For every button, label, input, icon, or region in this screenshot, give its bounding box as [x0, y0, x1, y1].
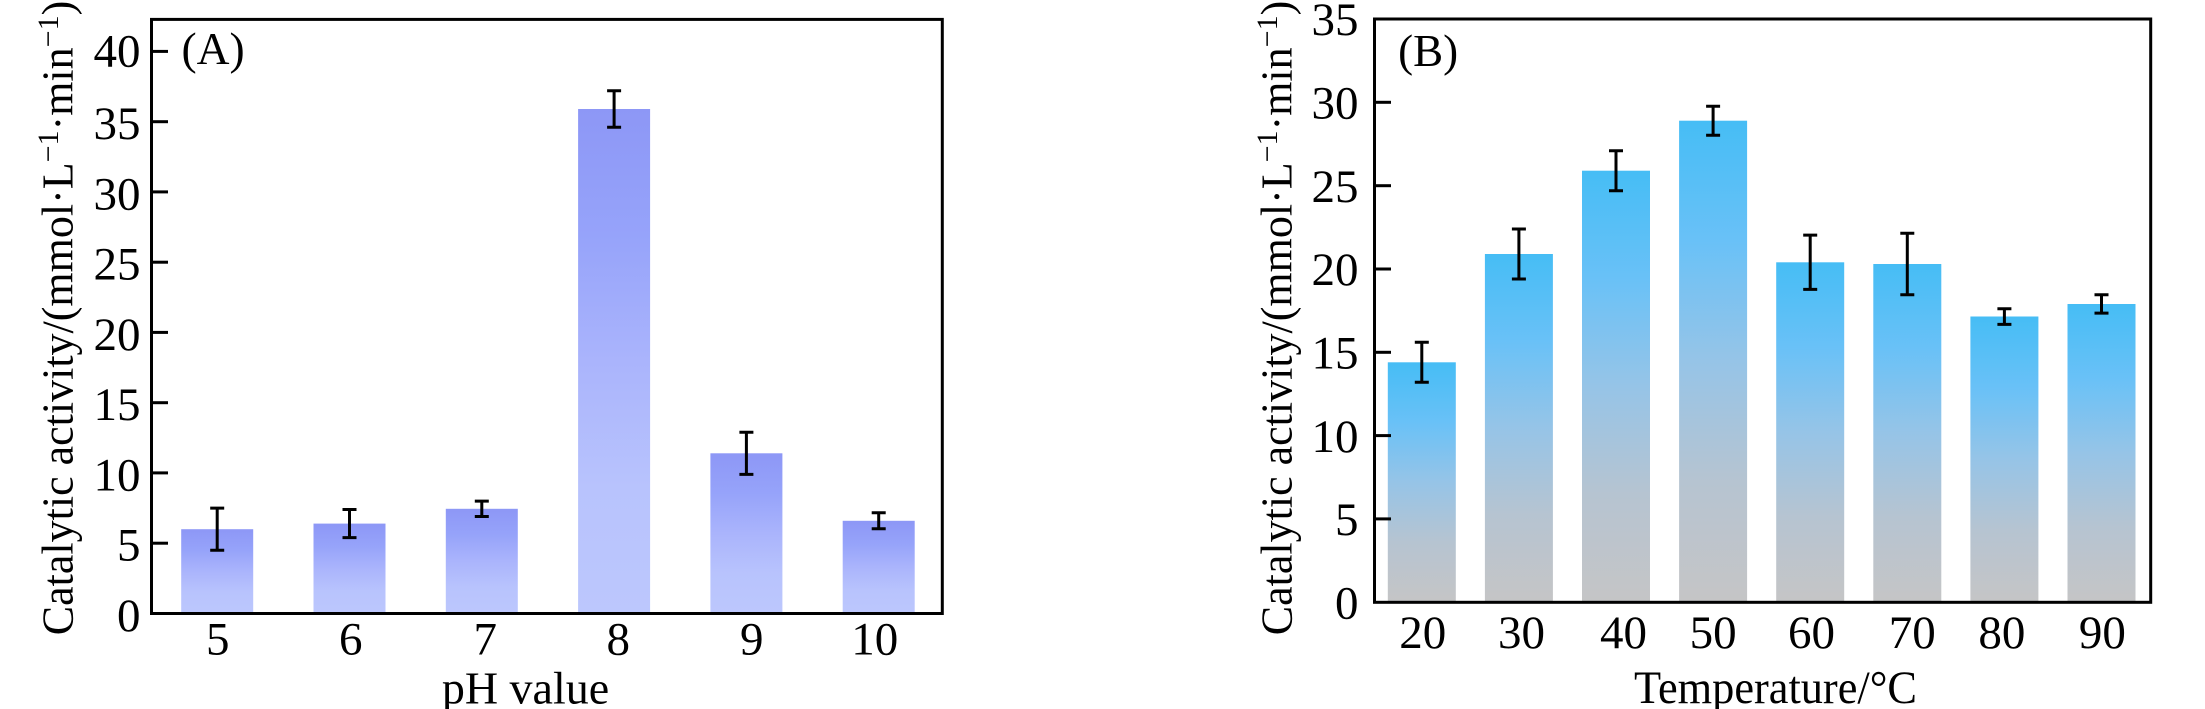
svg-text:15: 15	[94, 379, 141, 431]
svg-text:Catalytic activity/(mmol·L−1·m: Catalytic activity/(mmol·L−1·min−1)	[32, 1, 83, 635]
svg-text:35: 35	[1312, 0, 1359, 46]
svg-text:25: 25	[94, 239, 141, 291]
svg-text:7: 7	[473, 614, 497, 666]
svg-text:50: 50	[1690, 607, 1737, 659]
svg-text:Temperature/°C: Temperature/°C	[1634, 662, 1917, 709]
svg-text:20: 20	[94, 309, 141, 361]
svg-text:6: 6	[339, 614, 363, 666]
svg-text:0: 0	[1335, 578, 1359, 630]
svg-text:9: 9	[740, 614, 764, 666]
svg-text:20: 20	[1312, 244, 1359, 296]
svg-text:25: 25	[1312, 161, 1359, 213]
svg-text:5: 5	[206, 614, 230, 666]
svg-text:(A): (A)	[182, 23, 245, 74]
svg-text:30: 30	[94, 168, 141, 220]
svg-text:15: 15	[1312, 328, 1359, 380]
svg-text:40: 40	[94, 26, 141, 78]
svg-text:(B): (B)	[1398, 26, 1458, 76]
svg-text:35: 35	[94, 98, 141, 150]
svg-text:pH value: pH value	[442, 663, 609, 709]
svg-text:90: 90	[2079, 607, 2126, 659]
svg-text:60: 60	[1788, 607, 1835, 659]
svg-text:10: 10	[94, 449, 141, 501]
svg-text:5: 5	[117, 520, 141, 572]
svg-text:70: 70	[1889, 607, 1936, 659]
svg-text:80: 80	[1978, 607, 2025, 659]
svg-text:5: 5	[1335, 494, 1359, 546]
svg-text:10: 10	[851, 614, 898, 666]
svg-text:10: 10	[1312, 411, 1359, 463]
svg-text:20: 20	[1399, 607, 1446, 659]
svg-text:30: 30	[1498, 607, 1545, 659]
svg-text:8: 8	[607, 614, 631, 666]
svg-text:0: 0	[117, 590, 141, 642]
svg-text:30: 30	[1312, 78, 1359, 130]
svg-text:Catalytic activity/(mmol·L−1·m: Catalytic activity/(mmol·L−1·min−1)	[1251, 1, 1302, 635]
svg-text:40: 40	[1600, 607, 1647, 659]
